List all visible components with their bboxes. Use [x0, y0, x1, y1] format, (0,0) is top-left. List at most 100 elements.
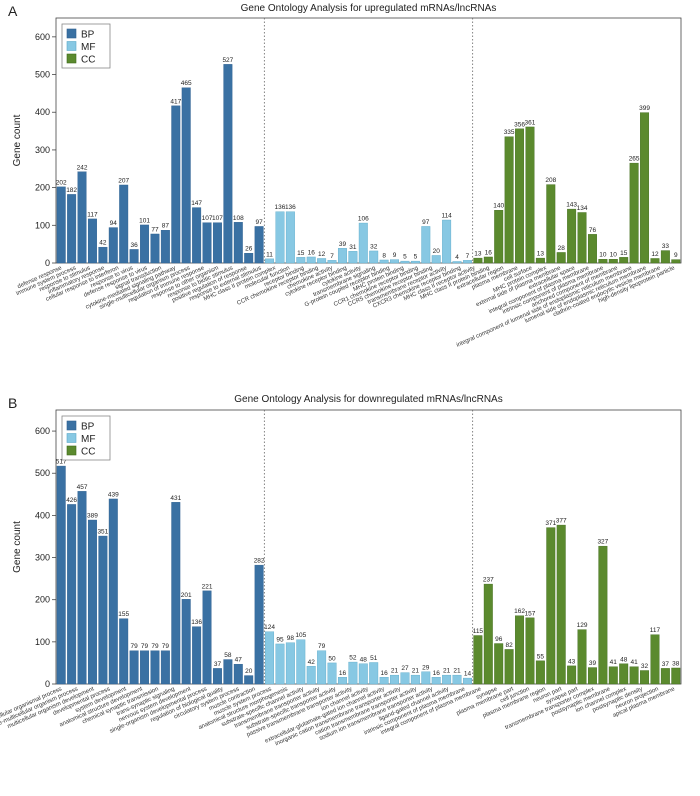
bar-BP-2	[67, 504, 77, 685]
legend-label-BP: BP	[81, 30, 95, 41]
bar-MF-4	[296, 257, 306, 264]
legend-label-BP: BP	[81, 422, 95, 433]
legend-swatch-MF	[66, 41, 77, 51]
bar-CC-6	[525, 126, 535, 264]
y-tick-label: 200	[35, 595, 50, 605]
bar-value-label: 107	[202, 215, 213, 222]
bar-MF-8	[337, 677, 347, 685]
bar-BP-7	[119, 184, 129, 264]
bar-value-label: 32	[370, 243, 378, 250]
bar-value-label: 48	[620, 656, 628, 663]
bar-BP-8	[129, 650, 139, 685]
bar-MF-17	[431, 255, 441, 264]
legend-swatch-CC	[66, 445, 77, 456]
bar-CC-15	[619, 663, 629, 685]
y-tick-label: 0	[45, 679, 50, 689]
bar-value-label: 38	[672, 660, 680, 667]
bar-BP-12	[171, 105, 181, 264]
bar-MF-5	[306, 666, 316, 685]
bar-value-label: 42	[99, 240, 107, 247]
bar-value-label: 465	[181, 80, 192, 87]
chart-title-A: Gene Ontology Analysis for upregulated m…	[241, 3, 497, 14]
bar-value-label: 5	[414, 254, 418, 261]
y-tick-label: 400	[35, 510, 50, 520]
y-tick-label: 0	[45, 258, 50, 268]
y-tick-label: 200	[35, 183, 50, 193]
bar-value-label: 13	[537, 251, 545, 258]
bar-value-label: 207	[118, 177, 129, 184]
bar-BP-20	[254, 226, 264, 264]
bar-BP-11	[160, 230, 170, 264]
bar-CC-5	[515, 128, 525, 264]
bar-MF-14	[400, 260, 410, 264]
bar-MF-1	[265, 631, 275, 685]
bar-value-label: 107	[212, 215, 223, 222]
bar-MF-11	[369, 250, 379, 264]
bar-value-label: 140	[493, 203, 504, 210]
bar-MF-13	[390, 259, 400, 264]
bar-value-label: 237	[483, 577, 494, 584]
bar-value-label: 129	[577, 622, 588, 629]
bar-value-label: 351	[97, 529, 108, 536]
bar-MF-18	[442, 219, 452, 264]
bar-value-label: 16	[381, 670, 389, 677]
bar-value-label: 31	[349, 244, 357, 251]
bar-value-label: 182	[66, 187, 77, 194]
bar-MF-9	[348, 661, 358, 685]
bar-value-label: 136	[275, 204, 286, 211]
bar-value-label: 377	[556, 518, 567, 525]
bar-value-label: 108	[233, 215, 244, 222]
bar-value-label: 32	[641, 663, 649, 670]
bar-value-label: 41	[610, 659, 618, 666]
bar-CC-10	[567, 208, 577, 264]
bar-value-label: 117	[650, 627, 661, 634]
bar-value-label: 27	[401, 665, 409, 672]
bar-value-label: 11	[266, 251, 273, 258]
bar-MF-13	[390, 674, 400, 685]
y-tick-label: 100	[35, 220, 50, 230]
bar-value-label: 208	[545, 177, 556, 184]
y-tick-label: 300	[35, 145, 50, 155]
y-tick-label: 300	[35, 553, 50, 563]
bar-value-label: 39	[339, 241, 347, 248]
bar-CC-13	[598, 545, 608, 685]
bar-value-label: 221	[202, 583, 213, 590]
bar-CC-7	[535, 257, 545, 264]
bar-value-label: 4	[455, 254, 459, 261]
bar-value-label: 431	[170, 495, 181, 502]
bar-value-label: 101	[139, 217, 150, 224]
bar-value-label: 13	[474, 251, 482, 258]
legend-label-CC: CC	[81, 55, 95, 66]
bar-BP-15	[202, 222, 212, 264]
bar-BP-16	[212, 222, 222, 264]
bar-CC-9	[556, 524, 566, 685]
bar-value-label: 97	[422, 219, 430, 226]
bar-value-label: 97	[256, 219, 264, 226]
bar-value-label: 282	[254, 558, 265, 565]
bar-BP-3	[77, 171, 87, 264]
bar-value-label: 117	[87, 211, 98, 218]
bar-value-label: 50	[328, 655, 336, 662]
bar-CC-19	[660, 250, 670, 264]
bar-value-label: 21	[412, 668, 420, 675]
bar-value-label: 79	[141, 643, 149, 650]
y-axis-label-A: Gene count	[12, 114, 23, 166]
bar-value-label: 157	[525, 610, 536, 617]
bar-value-label: 15	[297, 250, 305, 257]
bar-MF-11	[369, 662, 379, 685]
bar-value-label: 426	[66, 497, 77, 504]
bar-value-label: 457	[77, 484, 88, 491]
bar-value-label: 41	[631, 659, 639, 666]
bar-MF-2	[275, 643, 285, 685]
chart-title-B: Gene Ontology Analysis for downregulated…	[234, 394, 502, 405]
bar-value-label: 143	[566, 202, 577, 209]
bar-value-label: 14	[464, 671, 472, 678]
bar-CC-9	[556, 252, 566, 264]
legend-swatch-MF	[66, 433, 77, 443]
bar-value-label: 37	[662, 661, 670, 668]
bar-CC-12	[587, 667, 597, 685]
bar-BP-14	[192, 207, 202, 264]
bar-CC-17	[640, 112, 650, 264]
bar-CC-5	[515, 615, 525, 685]
bar-value-label: 327	[597, 539, 608, 546]
